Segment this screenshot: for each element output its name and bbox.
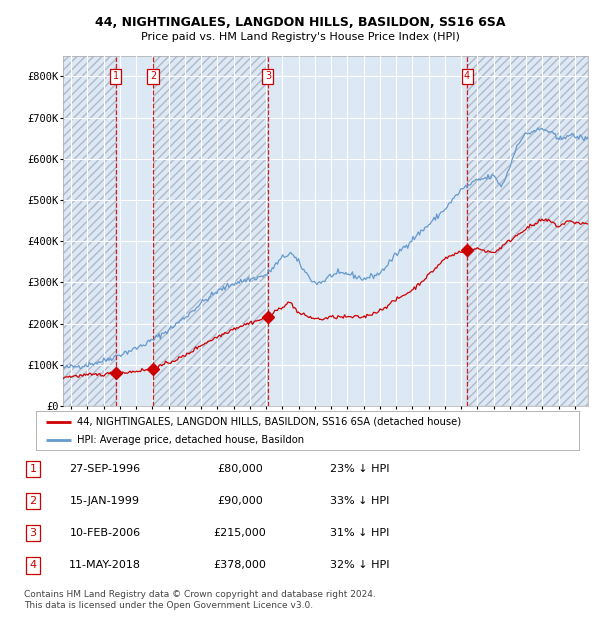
Text: 4: 4 [29,560,37,570]
Text: £378,000: £378,000 [214,560,266,570]
Text: Contains HM Land Registry data © Crown copyright and database right 2024.
This d: Contains HM Land Registry data © Crown c… [24,590,376,609]
Text: 1: 1 [113,71,119,81]
Text: 32% ↓ HPI: 32% ↓ HPI [330,560,390,570]
Text: 1: 1 [29,464,37,474]
Text: 11-MAY-2018: 11-MAY-2018 [69,560,141,570]
Text: 23% ↓ HPI: 23% ↓ HPI [330,464,390,474]
Text: 10-FEB-2006: 10-FEB-2006 [70,528,140,538]
Text: 15-JAN-1999: 15-JAN-1999 [70,496,140,506]
Text: 3: 3 [29,528,37,538]
Text: 4: 4 [464,71,470,81]
Text: £80,000: £80,000 [217,464,263,474]
Text: 44, NIGHTINGALES, LANGDON HILLS, BASILDON, SS16 6SA: 44, NIGHTINGALES, LANGDON HILLS, BASILDO… [95,16,505,29]
Text: 3: 3 [265,71,271,81]
Text: 27-SEP-1996: 27-SEP-1996 [70,464,140,474]
Bar [467,56,588,406]
Text: HPI: Average price, detached house, Basildon: HPI: Average price, detached house, Basi… [77,435,304,445]
Text: £215,000: £215,000 [214,528,266,538]
Text: 31% ↓ HPI: 31% ↓ HPI [331,528,389,538]
Text: 2: 2 [150,71,156,81]
Bar [153,56,268,406]
Text: 33% ↓ HPI: 33% ↓ HPI [331,496,389,506]
Bar [63,56,116,406]
Text: £90,000: £90,000 [217,496,263,506]
Text: 44, NIGHTINGALES, LANGDON HILLS, BASILDON, SS16 6SA (detached house): 44, NIGHTINGALES, LANGDON HILLS, BASILDO… [77,417,461,427]
Text: 2: 2 [29,496,37,506]
Text: Price paid vs. HM Land Registry's House Price Index (HPI): Price paid vs. HM Land Registry's House … [140,32,460,42]
